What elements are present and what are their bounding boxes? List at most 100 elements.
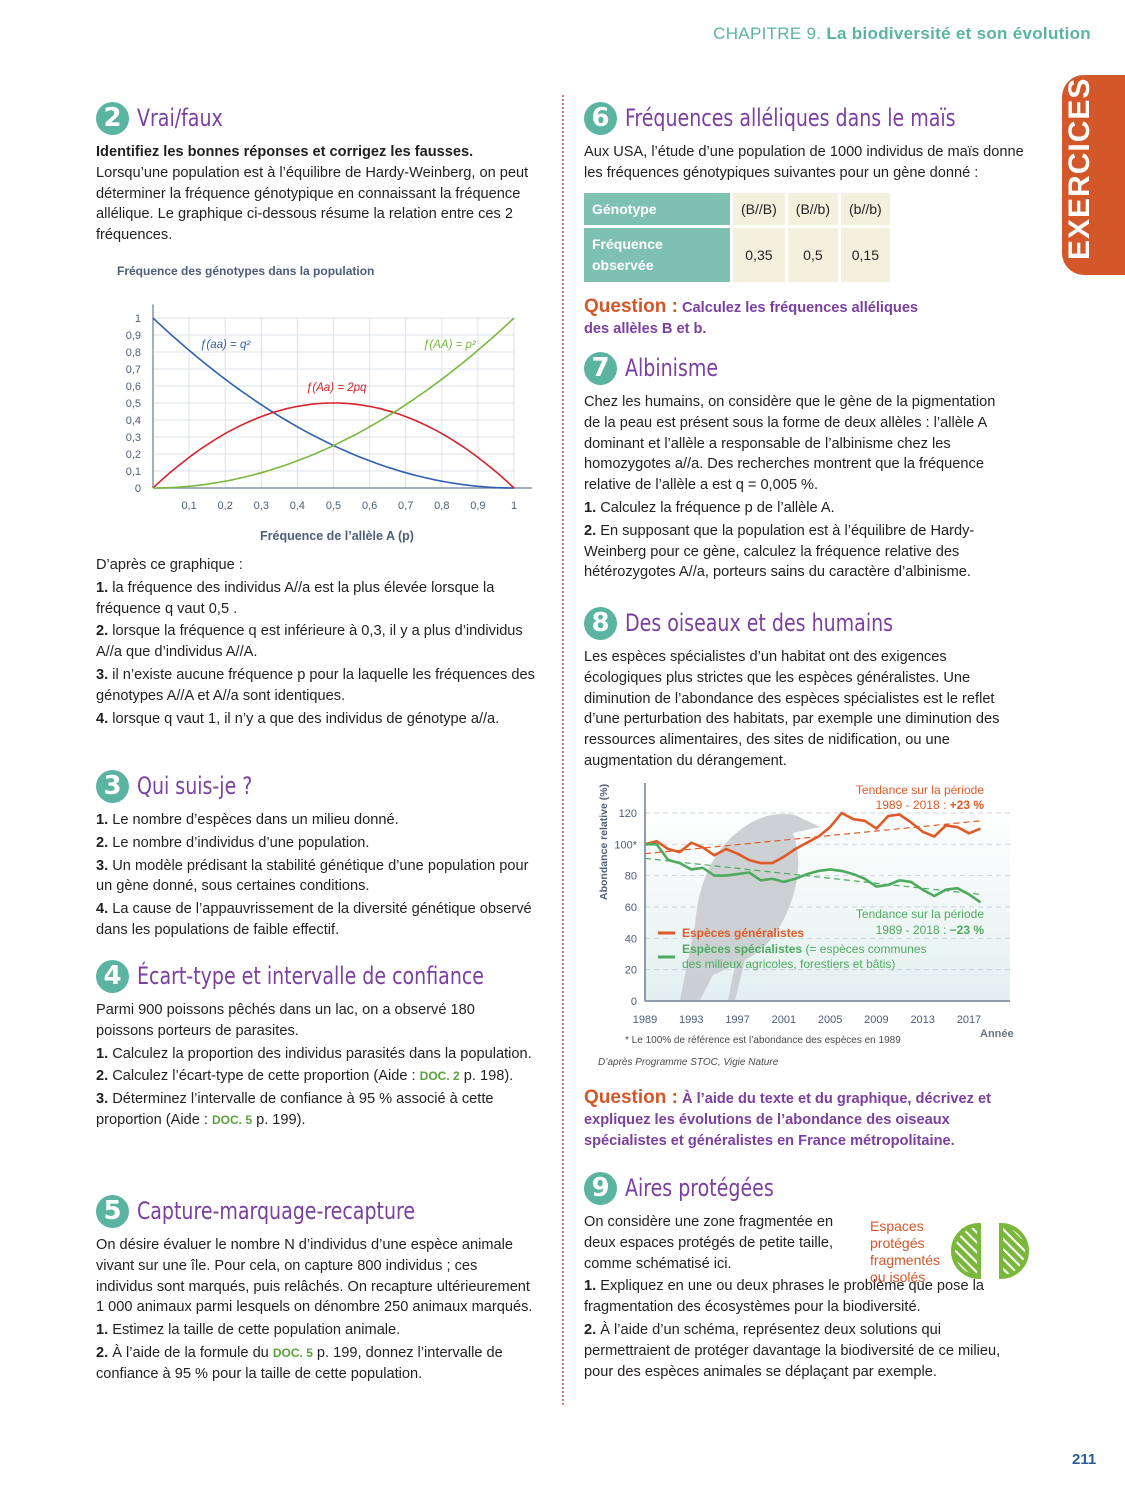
exercise-number-badge: 2 — [96, 101, 129, 135]
item-number: 1. — [96, 579, 109, 596]
x-tick-label: 0,9 — [470, 500, 485, 512]
x-tick-label: 2009 — [864, 1014, 888, 1026]
curve-AA — [153, 317, 515, 489]
list-item: 2. En supposant que la population est à … — [584, 521, 1034, 583]
series-label: ƒ(AA) = p² — [423, 339, 477, 351]
x-tick-label: 1 — [511, 500, 517, 512]
list-item: 1. la fréquence des individus A//a est l… — [96, 578, 546, 620]
list-item: 2. Calculez l’écart-type de cette propor… — [96, 1066, 546, 1087]
chapter-title: La biodiversité et son évolution — [826, 24, 1091, 43]
item-text-end: p. 199). — [252, 1111, 306, 1128]
item-number: 3. — [96, 666, 109, 683]
item-text: Estimez la taille de cette population an… — [112, 1322, 401, 1339]
protected-areas-figure — [951, 1222, 1029, 1280]
exercise-2-statements: D’après ce graphique : 1. la fréquence d… — [96, 555, 546, 729]
chapter-number: CHAPITRE 9. — [713, 24, 822, 43]
x-tick-label: 0,2 — [218, 500, 233, 512]
item-number: 1. — [584, 1278, 597, 1295]
x-axis-title: Année — [980, 1028, 1014, 1040]
x-tick-label: 1993 — [679, 1014, 703, 1026]
y-tick-label: 40 — [625, 933, 637, 945]
hardy-weinberg-chart: Fréquence des génotypes dans la populati… — [117, 264, 533, 543]
trend-value-specialists: 1989 - 2018 : −23 % — [876, 923, 985, 937]
legend-specialists-entry: Espèces spécialistes (= espèces communes… — [682, 942, 927, 972]
item-text-end: p. 198). — [459, 1068, 514, 1085]
series-label: ƒ(aa) = q² — [200, 339, 251, 351]
y-tick-label: 0 — [631, 996, 637, 1008]
y-tick-label: 0,9 — [126, 330, 141, 342]
exercise-title: Des oiseaux et des humains — [625, 608, 894, 637]
question-label: Question : — [584, 1087, 678, 1108]
item-text: il n’existe aucune fréquence p pour la l… — [96, 666, 535, 704]
exercise-number-badge: 8 — [584, 606, 617, 640]
curve-Aa — [152, 402, 515, 489]
series-line-specialists — [645, 843, 982, 904]
item-text: Le nombre d’individus d’une population. — [112, 834, 370, 851]
item-number: 2. — [584, 1321, 597, 1338]
trend-line — [644, 820, 981, 855]
exercise-number-badge: 7 — [584, 351, 617, 385]
item-number: 4. — [96, 901, 109, 918]
doc-reference: DOC. 5 — [212, 1112, 253, 1127]
y-tick-label: 60 — [625, 902, 637, 914]
exercise-text: On considère une zone fragmentée en deux… — [584, 1214, 834, 1272]
exercise-instruction: Identifiez les bonnes réponses et corrig… — [96, 144, 474, 160]
list-item: 3. Déterminez l’intervalle de confiance … — [96, 1089, 546, 1131]
x-tick-label: 2005 — [818, 1014, 842, 1026]
list-item: 3. Un modèle prédisant la stabilité géné… — [96, 856, 546, 898]
item-text: Expliquez en une ou deux phrases le prob… — [584, 1278, 984, 1316]
y-tick-label: 0,1 — [126, 466, 141, 478]
item-text: À l’aide d’un schéma, représentez deux s… — [584, 1321, 1001, 1380]
question-label: Question : — [584, 295, 678, 317]
chart-footnote: * Le 100% de référence est l’abondance d… — [625, 1035, 901, 1046]
x-tick-label: 0,3 — [254, 500, 269, 512]
exercise-text: Chez les humains, on considère que le gè… — [584, 394, 996, 494]
list-item: 2. À l’aide d’un schéma, représentez deu… — [584, 1320, 1030, 1382]
x-tick-label: 0,6 — [362, 500, 377, 512]
list-item: 1. Calculez la proportion des individus … — [96, 1044, 546, 1065]
y-tick-label: 0,7 — [126, 364, 141, 376]
trend-label-specialists: Tendance sur la période — [856, 907, 984, 921]
exercise-text: Aux USA, l’étude d’une population de 100… — [584, 144, 1024, 181]
item-number: 1. — [96, 812, 109, 828]
list-item: 2. Le nombre d’individus d’une populatio… — [96, 833, 546, 854]
item-text: Déterminez l’intervalle de confiance à 9… — [96, 1091, 494, 1128]
exercise-3: 3 Qui suis-je ? 1. Le nombre d’espèces da… — [96, 768, 546, 941]
list-item: 2. lorsque la fréquence q est inférieure… — [96, 621, 546, 663]
x-tick-label: 0,1 — [181, 500, 196, 512]
item-number: 1. — [584, 499, 597, 516]
item-number: 3. — [96, 857, 109, 874]
table-cell: (b//b) — [841, 192, 890, 226]
item-number: 2. — [584, 522, 597, 539]
exercise-title: Qui suis-je ? — [137, 771, 253, 800]
y-tick-label: 0,3 — [126, 432, 141, 444]
table-row: Génotype (B//B) (B//b) (b//b) — [584, 192, 890, 226]
table-cell: 0,35 — [733, 228, 785, 282]
chapter-header: CHAPITRE 9. La biodiversité et son évolu… — [713, 24, 1091, 45]
item-number: 2. — [96, 1068, 109, 1085]
list-item: 1. Calculez la fréquence p de l’allèle A… — [584, 498, 1034, 519]
y-tick-label: 0,5 — [126, 398, 141, 410]
list-item: 1. Le nombre d’espèces dans un milieu do… — [96, 810, 546, 831]
exercise-8-question: Question : À l’aide du texte et du graph… — [584, 1087, 1034, 1151]
exercise-number-badge: 3 — [96, 769, 129, 803]
figure-label: Espaces protégés fragmentés ou isolés — [870, 1218, 941, 1285]
exercise-title: Albinisme — [625, 353, 719, 382]
y-tick-label: 0,6 — [126, 381, 141, 393]
trend-label-generalists: Tendance sur la période — [856, 783, 984, 797]
table-row: Fréquence observée 0,35 0,5 0,15 — [584, 228, 890, 282]
table-cell: 0,5 — [787, 228, 839, 282]
exercise-title: Capture-marquage-recapture — [137, 1196, 416, 1225]
list-item: 3. il n’existe aucune fréquence p pour l… — [96, 665, 546, 707]
y-tick-label: 0,4 — [126, 415, 141, 427]
exercise-2: 2 Vrai/faux Identifiez les bonnes réponse… — [96, 100, 546, 246]
item-text: la fréquence des individus A//a est la p… — [96, 579, 495, 617]
item-number: 1. — [96, 1322, 109, 1339]
bird-silhouette — [680, 814, 820, 1000]
item-text: Calculez la fréquence p de l’allèle A. — [600, 499, 835, 516]
item-text: La cause de l’appauvrissement de la dive… — [96, 901, 532, 938]
exercise-number-badge: 9 — [584, 1171, 617, 1205]
exercise-8: 8 Des oiseaux et des humains Les espèces … — [584, 605, 1034, 772]
x-tick-label: 0,4 — [290, 500, 305, 512]
exercise-7: 7 Albinisme Chez les humains, on considèr… — [584, 350, 1034, 583]
